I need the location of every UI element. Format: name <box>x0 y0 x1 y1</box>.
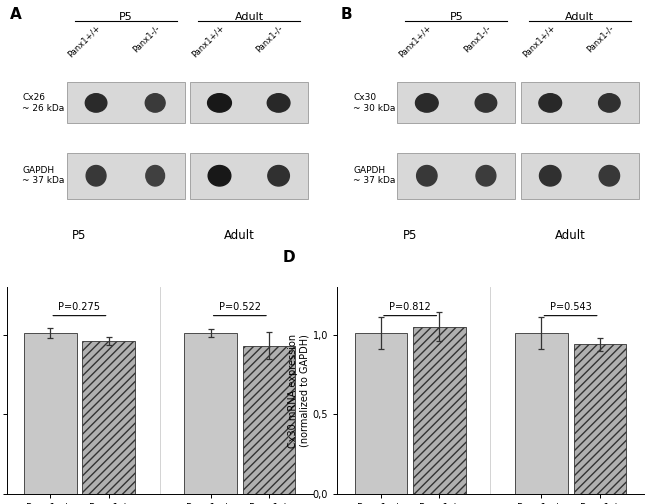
Text: GAPDH
~ 37 kDa: GAPDH ~ 37 kDa <box>353 166 395 185</box>
Text: Adult: Adult <box>566 12 594 22</box>
Text: P=0.522: P=0.522 <box>219 302 261 311</box>
Ellipse shape <box>476 165 496 186</box>
Text: Panx1+/+: Panx1+/+ <box>521 23 556 59</box>
Ellipse shape <box>415 94 438 112</box>
Bar <box>190 153 308 199</box>
Bar <box>397 153 515 199</box>
Text: P5: P5 <box>72 229 86 242</box>
Bar <box>521 83 639 123</box>
Bar <box>413 327 465 494</box>
Text: P=0.543: P=0.543 <box>550 302 592 311</box>
Text: A: A <box>10 8 21 22</box>
Text: B: B <box>341 8 352 22</box>
Text: D: D <box>282 250 294 265</box>
Ellipse shape <box>207 94 231 112</box>
Text: P5: P5 <box>403 229 417 242</box>
Ellipse shape <box>599 165 619 186</box>
Text: Panx1+/+: Panx1+/+ <box>66 23 103 59</box>
Bar <box>24 333 77 494</box>
Bar <box>185 333 237 494</box>
Bar <box>190 83 308 123</box>
Text: Panx1+/+: Panx1+/+ <box>397 23 433 59</box>
Bar <box>521 153 639 199</box>
Text: P=0.812: P=0.812 <box>389 302 431 311</box>
Ellipse shape <box>145 94 165 112</box>
Bar <box>83 341 135 494</box>
Text: P5: P5 <box>450 12 463 22</box>
Ellipse shape <box>146 165 164 186</box>
Text: Panx1-/-: Panx1-/- <box>131 23 162 54</box>
Bar <box>66 83 185 123</box>
Text: Panx1-/-: Panx1-/- <box>462 23 492 54</box>
Bar <box>397 83 515 123</box>
Text: Adult: Adult <box>224 229 255 242</box>
Bar <box>242 346 295 494</box>
Text: Adult: Adult <box>555 229 586 242</box>
Text: GAPDH
~ 37 kDa: GAPDH ~ 37 kDa <box>22 166 65 185</box>
Ellipse shape <box>599 94 620 112</box>
Text: Panx1-/-: Panx1-/- <box>585 23 616 54</box>
Text: P5: P5 <box>119 12 133 22</box>
Bar <box>66 153 185 199</box>
Bar <box>573 344 626 494</box>
Ellipse shape <box>540 165 561 186</box>
Ellipse shape <box>539 94 562 112</box>
Ellipse shape <box>86 165 106 186</box>
Ellipse shape <box>417 165 437 186</box>
Bar <box>515 333 567 494</box>
Text: Panx1+/+: Panx1+/+ <box>190 23 226 59</box>
Ellipse shape <box>85 94 107 112</box>
Bar <box>355 333 408 494</box>
Y-axis label: Cx30 mRNA expression
(normalized to GAPDH): Cx30 mRNA expression (normalized to GAPD… <box>289 333 310 448</box>
Text: Panx1-/-: Panx1-/- <box>254 23 285 54</box>
Text: Cx26
~ 26 kDa: Cx26 ~ 26 kDa <box>23 93 65 112</box>
Ellipse shape <box>475 94 497 112</box>
Text: Cx30
~ 30 kDa: Cx30 ~ 30 kDa <box>353 93 395 112</box>
Text: Adult: Adult <box>235 12 264 22</box>
Text: P=0.275: P=0.275 <box>58 302 100 311</box>
Ellipse shape <box>208 165 231 186</box>
Ellipse shape <box>267 94 290 112</box>
Ellipse shape <box>268 165 289 186</box>
